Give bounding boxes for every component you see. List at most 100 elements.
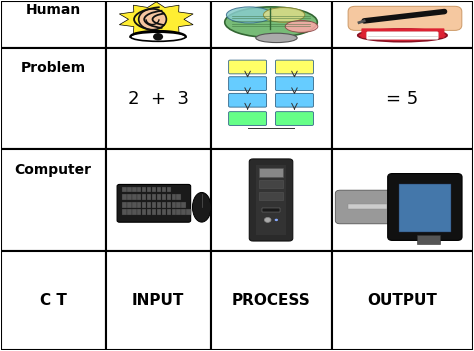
Circle shape (153, 33, 163, 40)
Bar (137, 202, 141, 207)
Bar (152, 194, 156, 200)
Text: Problem: Problem (20, 61, 86, 75)
Bar (137, 209, 141, 215)
Ellipse shape (264, 7, 305, 22)
Ellipse shape (192, 192, 211, 222)
Ellipse shape (256, 33, 297, 42)
FancyBboxPatch shape (275, 60, 313, 74)
Bar (132, 202, 137, 207)
Bar (127, 186, 132, 192)
Bar (122, 209, 127, 215)
Polygon shape (119, 2, 193, 37)
FancyBboxPatch shape (228, 60, 266, 74)
Bar (331, 251, 474, 350)
Circle shape (264, 218, 271, 223)
Bar (142, 209, 146, 215)
Text: 2  +  3: 2 + 3 (128, 90, 189, 108)
Bar (331, 1, 474, 48)
Circle shape (275, 219, 278, 221)
Ellipse shape (285, 20, 318, 32)
Text: Computer: Computer (15, 163, 91, 177)
FancyBboxPatch shape (228, 93, 266, 107)
Bar (106, 149, 210, 251)
Bar (122, 194, 127, 200)
Ellipse shape (227, 7, 272, 23)
Bar (331, 48, 474, 149)
Bar (152, 202, 156, 207)
Bar (106, 251, 210, 350)
Bar (122, 186, 127, 192)
Bar (259, 180, 283, 188)
Text: INPUT: INPUT (132, 293, 184, 308)
Ellipse shape (225, 7, 317, 38)
Bar (347, 205, 387, 208)
FancyBboxPatch shape (249, 159, 293, 241)
Bar (106, 48, 210, 149)
Bar (176, 209, 181, 215)
Bar (152, 186, 156, 192)
Ellipse shape (130, 32, 186, 41)
Ellipse shape (358, 29, 447, 42)
FancyBboxPatch shape (388, 173, 462, 240)
Bar (256, 165, 286, 235)
Bar (162, 209, 166, 215)
Text: = 5: = 5 (386, 90, 419, 108)
Text: Human: Human (26, 3, 81, 17)
Bar (399, 184, 451, 232)
Bar (0, 48, 106, 149)
FancyBboxPatch shape (275, 77, 313, 91)
Bar (162, 202, 166, 207)
Bar (172, 202, 176, 207)
Bar (210, 149, 331, 251)
Text: C T: C T (40, 293, 66, 308)
Bar (147, 209, 151, 215)
Text: PROCESS: PROCESS (232, 293, 310, 308)
Bar (166, 186, 171, 192)
Bar (142, 202, 146, 207)
Bar (147, 194, 151, 200)
Bar (210, 251, 331, 350)
Bar (142, 186, 146, 192)
Bar (166, 194, 171, 200)
Bar (259, 168, 283, 177)
Bar (166, 209, 171, 215)
Bar (210, 1, 331, 48)
FancyBboxPatch shape (117, 184, 191, 222)
Bar (137, 186, 141, 192)
Bar (156, 209, 161, 215)
Bar (176, 202, 181, 207)
FancyBboxPatch shape (228, 112, 266, 125)
Bar (182, 202, 186, 207)
Bar (162, 186, 166, 192)
Bar (331, 149, 474, 251)
Bar (152, 209, 156, 215)
Bar (137, 194, 141, 200)
Bar (132, 186, 137, 192)
Bar (0, 149, 106, 251)
Bar (210, 48, 331, 149)
Bar (127, 202, 132, 207)
Bar (418, 235, 440, 244)
FancyBboxPatch shape (275, 112, 313, 125)
Bar (262, 208, 280, 212)
Bar (0, 251, 106, 350)
Bar (156, 202, 161, 207)
Bar (142, 194, 146, 200)
Text: OUTPUT: OUTPUT (367, 293, 438, 308)
Bar (162, 194, 166, 200)
Bar (127, 194, 132, 200)
Ellipse shape (139, 9, 166, 30)
Bar (147, 202, 151, 207)
Bar (132, 209, 137, 215)
FancyBboxPatch shape (228, 77, 266, 91)
FancyBboxPatch shape (335, 190, 400, 224)
Bar (172, 209, 176, 215)
FancyBboxPatch shape (348, 6, 462, 31)
Bar (259, 192, 283, 200)
Bar (132, 194, 137, 200)
Bar (166, 202, 171, 207)
Bar (156, 194, 161, 200)
FancyBboxPatch shape (275, 93, 313, 107)
Bar (182, 209, 186, 215)
Bar (106, 1, 210, 48)
